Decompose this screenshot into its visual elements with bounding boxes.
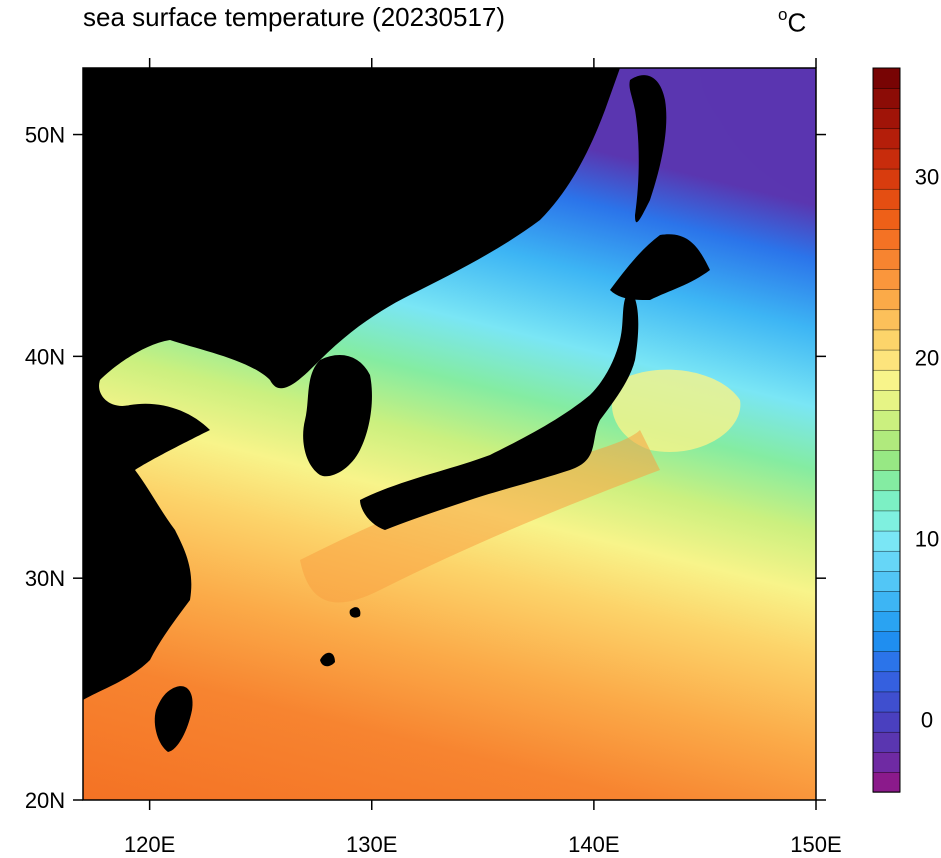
colorbar-cell [872,309,901,331]
colorbar-cell [872,590,901,612]
colorbar-cells [872,67,901,793]
plot-frame [82,67,817,801]
colorbar-cell [872,570,901,592]
land-kyushu-islands [320,607,361,667]
colorbar-cell [872,289,901,311]
land-hokkaido [610,234,710,300]
colorbar-tick-label: 10 [915,527,939,552]
colorbar-cell [872,711,901,733]
colorbar-cell [872,671,901,693]
colorbar-cell [872,87,901,109]
axis-ticks: 120E 130E 140E 150E 20N 30N 40N 50N [25,58,842,857]
kuroshio-band [300,430,660,603]
colorbar-cell [872,751,901,773]
colorbar-tick-label: 0 [921,708,933,733]
colorbar-cell [872,108,901,130]
colorbar-tick-label: 30 [915,165,939,190]
lat-tick-label: 20N [25,788,65,813]
lon-tick-label: 140E [568,832,619,857]
colorbar-cell [872,771,901,793]
colorbar-cell [872,168,901,190]
colorbar-tick-label: 20 [915,346,939,371]
unit-celsius: C [787,7,807,38]
colorbar-cell [872,67,901,89]
colorbar-cell [872,128,901,150]
colorbar-cell [872,349,901,371]
land-korea [303,355,372,477]
lat-tick-label: 50N [25,123,65,148]
degree-symbol: o [778,5,788,24]
colorbar-cell [872,449,901,471]
colorbar-cell [872,248,901,270]
lon-tick-label: 120E [124,832,175,857]
colorbar-cell [872,188,901,210]
colorbar-cell [872,510,901,532]
colorbar-frame [872,67,901,793]
colorbar-cell [872,550,901,572]
colorbar-cell [872,610,901,632]
unit-label: oC [778,2,806,38]
map-title: sea surface temperature (20230517) [83,2,506,32]
colorbar-cell [872,148,901,170]
colorbar-cell [872,268,901,290]
land-japan [360,290,639,530]
lon-tick-label: 130E [346,832,397,857]
warm-eddy [611,369,741,452]
land-sakhalin [629,75,667,223]
colorbar-cell [872,490,901,512]
lon-tick-label: 150E [790,832,841,857]
colorbar-cell [872,691,901,713]
colorbar-cell [872,389,901,411]
colorbar-cell [872,470,901,492]
colorbar-cell [872,409,901,431]
colorbar-ticks: 0 10 20 30 [915,165,939,733]
land-taiwan [154,686,193,752]
colorbar-cell [872,530,901,552]
colorbar-cell [872,429,901,451]
okhotsk-cold-pool [700,68,816,200]
colorbar-cell [872,731,901,753]
lat-tick-label: 30N [25,566,65,591]
colorbar-cell [872,630,901,652]
colorbar-cell [872,228,901,250]
lat-tick-label: 40N [25,344,65,369]
colorbar-cell [872,329,901,351]
colorbar-cell [872,651,901,673]
colorbar-cell [872,369,901,391]
land-asia [83,68,620,700]
colorbar-cell [872,208,901,230]
